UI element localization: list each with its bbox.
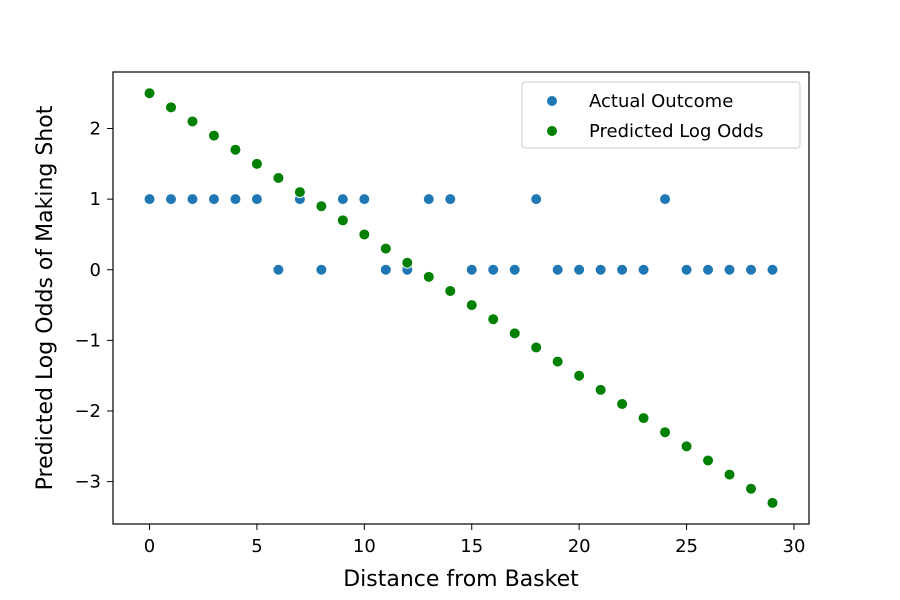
data-point bbox=[530, 341, 543, 354]
legend-box bbox=[521, 81, 801, 149]
data-point bbox=[723, 468, 736, 481]
data-point bbox=[745, 482, 757, 495]
data-point bbox=[143, 193, 156, 206]
x-tick-label: 0 bbox=[144, 536, 155, 557]
data-point bbox=[594, 383, 607, 396]
data-point bbox=[358, 228, 371, 241]
data-point bbox=[207, 193, 220, 206]
legend-marker-predicted-log-odds bbox=[546, 125, 558, 137]
data-point bbox=[659, 426, 672, 439]
data-point bbox=[465, 263, 478, 276]
y-tick-label: 1 bbox=[90, 189, 101, 210]
x-tick-label: 5 bbox=[251, 536, 262, 557]
data-point bbox=[465, 299, 478, 312]
data-point bbox=[573, 263, 586, 276]
data-point bbox=[293, 186, 306, 199]
data-point bbox=[379, 242, 392, 255]
data-point bbox=[229, 193, 242, 206]
data-point bbox=[745, 263, 757, 276]
y-tick-label: 0 bbox=[90, 260, 101, 281]
data-point bbox=[422, 193, 435, 206]
legend-marker-actual-outcome bbox=[546, 95, 558, 107]
data-point bbox=[336, 214, 349, 227]
y-tick-label: −3 bbox=[74, 472, 101, 493]
legend-label-actual-outcome: Actual Outcome bbox=[589, 91, 733, 112]
y-axis: −3 −2 −1 0 1 2 bbox=[74, 119, 113, 493]
x-tick-label: 15 bbox=[460, 536, 483, 557]
data-point bbox=[487, 263, 500, 276]
data-point bbox=[723, 263, 736, 276]
data-points bbox=[143, 87, 779, 509]
data-point bbox=[165, 101, 177, 114]
data-point bbox=[508, 263, 521, 276]
x-tick-label: 20 bbox=[568, 536, 591, 557]
data-point bbox=[444, 193, 457, 206]
data-point bbox=[186, 115, 199, 128]
data-point bbox=[444, 284, 457, 297]
data-point bbox=[766, 496, 779, 509]
data-point bbox=[401, 256, 414, 269]
legend: Actual Outcome Predicted Log Odds bbox=[521, 81, 801, 149]
x-tick-label: 30 bbox=[783, 536, 806, 557]
data-point bbox=[487, 313, 500, 326]
data-point bbox=[702, 263, 715, 276]
y-tick-label: −2 bbox=[74, 401, 101, 422]
series-1 bbox=[143, 87, 779, 509]
data-point bbox=[702, 454, 715, 467]
series-0 bbox=[143, 193, 779, 276]
data-point bbox=[594, 263, 607, 276]
data-point bbox=[573, 369, 586, 382]
data-point bbox=[229, 143, 242, 156]
data-point bbox=[551, 355, 564, 368]
data-point bbox=[422, 270, 435, 283]
x-tick-label: 10 bbox=[353, 536, 376, 557]
data-point bbox=[315, 263, 328, 276]
y-axis-title: Predicted Log Odds of Making Shot bbox=[33, 105, 58, 490]
data-point bbox=[659, 193, 672, 206]
y-tick-label: −1 bbox=[74, 330, 101, 351]
data-point bbox=[315, 200, 328, 213]
data-point bbox=[637, 263, 650, 276]
data-point bbox=[250, 193, 263, 206]
data-point bbox=[616, 397, 629, 410]
legend-label-predicted-log-odds: Predicted Log Odds bbox=[589, 121, 764, 142]
data-point bbox=[379, 263, 392, 276]
data-point bbox=[637, 412, 650, 425]
data-point bbox=[358, 193, 371, 206]
data-point bbox=[186, 193, 199, 206]
x-tick-label: 25 bbox=[675, 536, 698, 557]
plot-area-frame bbox=[112, 71, 810, 525]
data-point bbox=[165, 193, 177, 206]
data-point bbox=[336, 193, 349, 206]
data-point bbox=[143, 87, 156, 100]
data-point bbox=[272, 263, 285, 276]
y-tick-label: 2 bbox=[90, 119, 101, 140]
data-point bbox=[766, 263, 779, 276]
data-point bbox=[272, 171, 285, 184]
data-point bbox=[616, 263, 629, 276]
data-point bbox=[250, 157, 263, 170]
data-point bbox=[680, 440, 693, 453]
x-axis: 0 5 10 15 20 25 30 bbox=[144, 524, 806, 557]
data-point bbox=[508, 327, 521, 340]
data-point bbox=[551, 263, 564, 276]
data-point bbox=[680, 263, 693, 276]
data-point bbox=[530, 193, 543, 206]
x-axis-title: Distance from Basket bbox=[343, 567, 579, 592]
data-point bbox=[207, 129, 220, 142]
